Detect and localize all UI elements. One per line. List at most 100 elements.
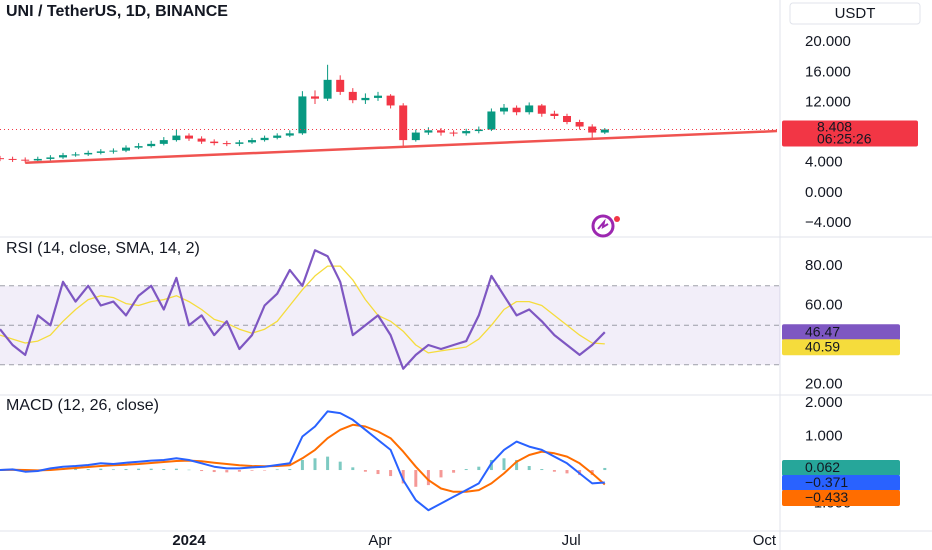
macd-histogram-bar [502, 458, 506, 471]
candle-body [600, 129, 609, 133]
candle-body [109, 150, 118, 152]
rsi-last-value-box [782, 324, 900, 341]
macd-histogram-bar [515, 459, 519, 471]
y-tick-label: 20.000 [805, 33, 851, 50]
macd-last-value-box [782, 474, 900, 491]
macd-histogram-bar [351, 467, 355, 471]
y-tick-label: 80.00 [805, 257, 843, 274]
candle-body [172, 135, 181, 141]
rsi-last-value: 46.47 [805, 323, 840, 339]
macd-histogram-bar [313, 458, 317, 471]
last-price-label: 8.408 [817, 119, 852, 135]
candle-body [487, 111, 496, 130]
macd-histogram-bar [74, 469, 78, 471]
macd-last-value-box [782, 489, 900, 506]
watermark-dot [614, 216, 620, 222]
macd-histogram-bar [477, 466, 481, 471]
candle-body [550, 113, 559, 116]
candle-body [210, 141, 219, 144]
macd-histogram-bar [540, 469, 544, 471]
macd-histogram-bar [225, 470, 229, 473]
rsi-line [0, 265, 605, 354]
candle-body [96, 151, 105, 153]
candle-body [84, 152, 93, 155]
candle-body [424, 130, 433, 133]
candle-body [348, 91, 357, 101]
macd-histogram-bar [338, 461, 342, 471]
macd-histogram-bar [389, 470, 393, 477]
y-tick-label: 20.00 [805, 375, 843, 392]
rsi-last-value: 40.59 [805, 338, 840, 354]
macd-histogram-bar [200, 470, 204, 472]
macd-histogram-bar [86, 469, 90, 471]
rsi-title: RSI (14, close, SMA, 14, 2) [6, 240, 200, 257]
macd-histogram-bar [263, 470, 267, 471]
candle-body [399, 105, 408, 141]
y-tick-label: 2.000 [805, 394, 843, 411]
candle-body [298, 96, 307, 134]
macd-histogram-bar [99, 468, 103, 471]
candle-body [336, 79, 345, 92]
macd-histogram-bar [401, 470, 405, 484]
candle-body [563, 115, 571, 123]
macd-last-value: −0.371 [805, 474, 848, 490]
rsi-last-value-box [782, 339, 900, 356]
macd-last-value: −0.433 [805, 489, 848, 505]
candle-body [273, 135, 282, 138]
macd-histogram-bar [464, 469, 468, 471]
y-tick-label: 1.000 [805, 427, 843, 444]
candle-body [59, 155, 67, 158]
trendline [25, 129, 778, 164]
macd-histogram-bar [565, 470, 569, 474]
candle-body [197, 138, 206, 142]
macd-histogram-bar [250, 470, 254, 471]
candle-body [0, 158, 4, 160]
candle-body [474, 129, 483, 132]
macd-histogram-bar [363, 470, 367, 472]
macd-histogram-bar [275, 469, 279, 471]
candle-body [185, 135, 193, 139]
y-tick-label: 0.000 [805, 184, 843, 201]
macd-histogram-bar [187, 469, 191, 471]
candle-body [386, 95, 395, 106]
candle-body [411, 132, 420, 141]
candle-body [437, 130, 445, 133]
macd-histogram-bar [414, 470, 418, 487]
macd-histogram-bar [552, 470, 556, 472]
candle-body [159, 140, 168, 144]
candle-body [71, 154, 80, 156]
chart-title: UNI / TetherUS, 1D, BINANCE [6, 3, 228, 20]
candle-body [122, 147, 130, 151]
histogram-last-value: 0.062 [805, 459, 840, 475]
candle-body [285, 133, 294, 136]
watermark-bolt [597, 218, 609, 230]
macd-histogram-bar [300, 459, 304, 471]
candle-body [512, 107, 521, 113]
candle-body [449, 132, 458, 134]
macd-histogram-bar [288, 469, 292, 471]
macd-histogram-bar [111, 469, 115, 471]
x-tick-label: Jul [562, 532, 581, 549]
currency-box[interactable] [789, 2, 921, 25]
macd-histogram-bar [137, 468, 141, 471]
y-tick-label: 16.000 [805, 63, 851, 80]
candle-body [537, 105, 546, 114]
y-tick-label: −4.000 [805, 214, 851, 231]
candle-body [260, 137, 269, 141]
countdown-label: 06:25:26 [817, 131, 872, 147]
candle-body [575, 122, 584, 127]
candle-body [248, 140, 256, 143]
candle-body [134, 146, 143, 148]
candle-body [33, 158, 42, 161]
x-tick-label: Oct [753, 532, 777, 549]
y-tick-label: 12.000 [805, 93, 851, 110]
x-tick-label: 2024 [172, 532, 206, 549]
macd-histogram-bar [212, 470, 216, 473]
candle-body [147, 143, 156, 147]
macd-histogram-bar [326, 456, 330, 471]
candle-body [222, 143, 231, 145]
currency-label[interactable]: USDT [835, 5, 876, 22]
candle-body [500, 107, 508, 112]
